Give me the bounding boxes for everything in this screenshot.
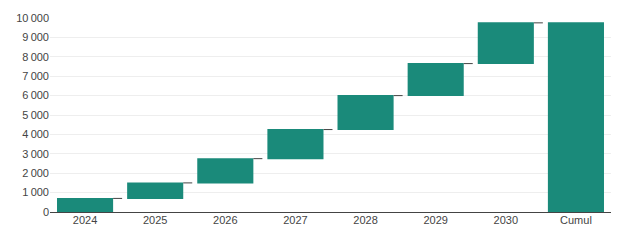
svg-text:2025: 2025 xyxy=(143,214,167,226)
svg-text:8 000: 8 000 xyxy=(22,51,49,63)
svg-text:2 000: 2 000 xyxy=(22,167,49,179)
svg-text:7 000: 7 000 xyxy=(22,70,49,82)
svg-text:5 000: 5 000 xyxy=(22,109,49,121)
svg-text:2028: 2028 xyxy=(353,214,377,226)
svg-text:2026: 2026 xyxy=(213,214,237,226)
svg-text:0: 0 xyxy=(43,206,49,218)
svg-text:2029: 2029 xyxy=(423,214,447,226)
svg-text:4 000: 4 000 xyxy=(22,128,49,140)
svg-text:10 000: 10 000 xyxy=(16,12,49,24)
svg-text:1 000: 1 000 xyxy=(22,186,49,198)
svg-text:3 000: 3 000 xyxy=(22,148,49,160)
svg-text:Cumul: Cumul xyxy=(560,214,592,226)
svg-text:2027: 2027 xyxy=(283,214,307,226)
svg-text:2030: 2030 xyxy=(494,214,518,226)
svg-text:2024: 2024 xyxy=(73,214,97,226)
svg-text:6 000: 6 000 xyxy=(22,89,49,101)
svg-text:9 000: 9 000 xyxy=(22,31,49,43)
